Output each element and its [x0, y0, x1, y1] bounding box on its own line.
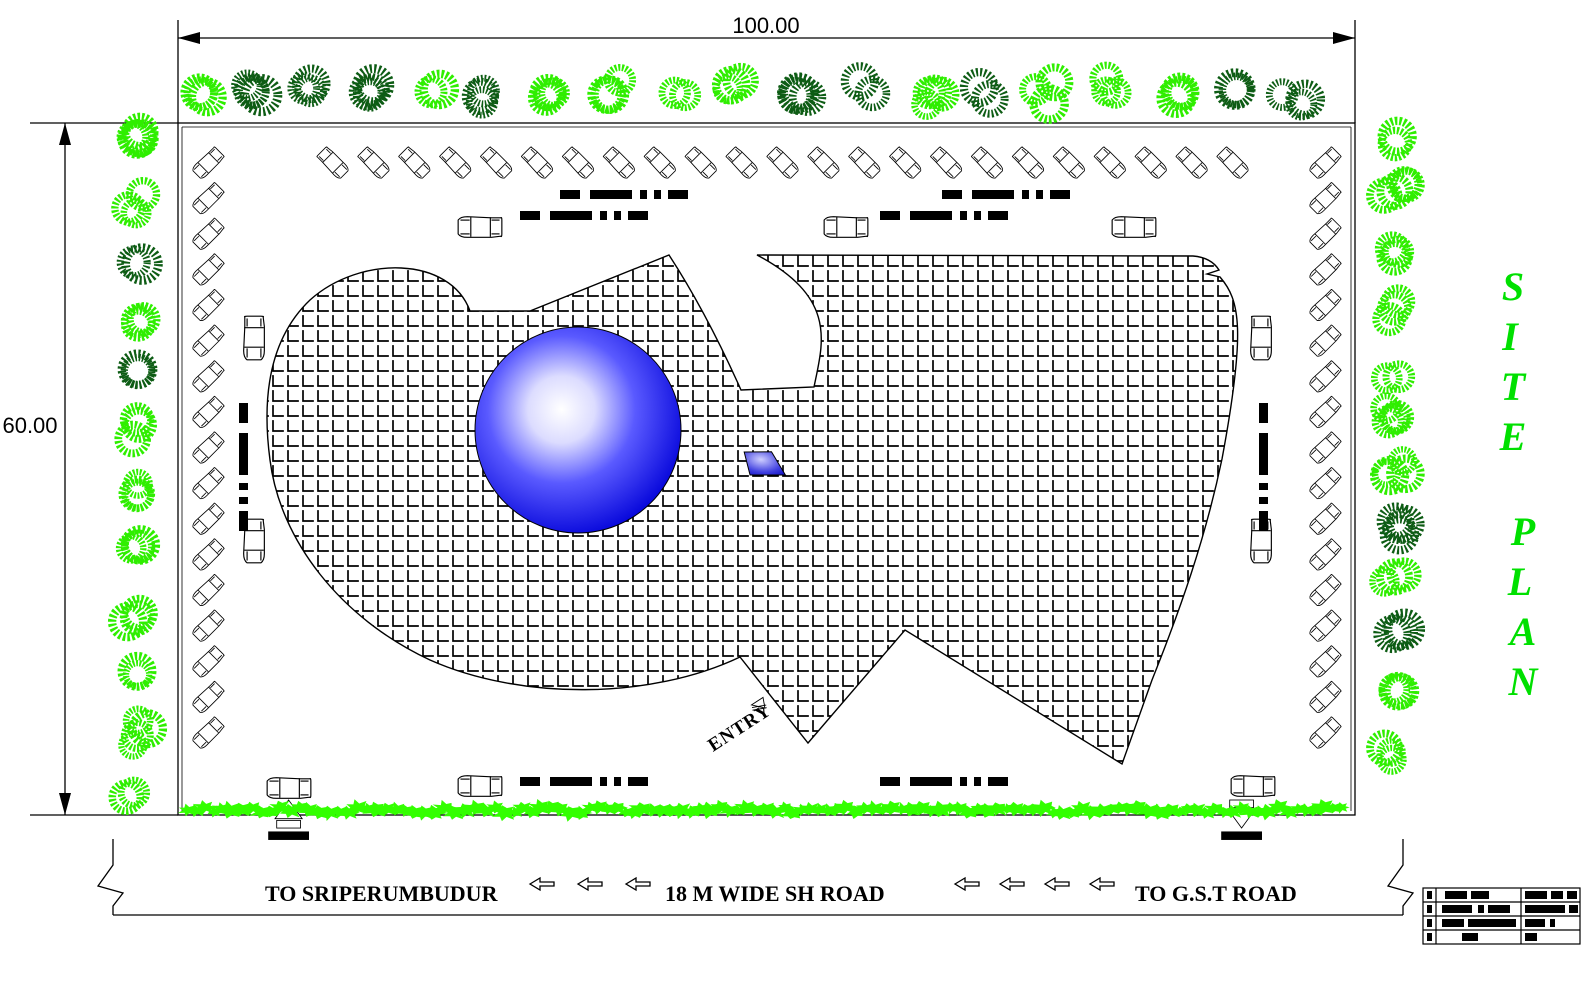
- svg-text:TO G.S.T ROAD: TO G.S.T ROAD: [1135, 881, 1297, 906]
- svg-text:S: S: [1502, 264, 1524, 309]
- svg-text:TO SRIPERUMBUDUR: TO SRIPERUMBUDUR: [265, 881, 499, 906]
- svg-text:L: L: [1507, 559, 1532, 604]
- svg-text:P: P: [1510, 509, 1536, 554]
- svg-text:N: N: [1508, 659, 1540, 704]
- svg-text:E: E: [1499, 414, 1527, 459]
- svg-text:I: I: [1501, 314, 1519, 359]
- svg-text:18 M WIDE SH ROAD: 18 M WIDE SH ROAD: [665, 881, 885, 906]
- svg-text:60.00: 60.00: [2, 413, 57, 438]
- svg-text:100.00: 100.00: [732, 13, 799, 38]
- svg-text:T: T: [1501, 364, 1527, 409]
- svg-text:A: A: [1507, 609, 1537, 654]
